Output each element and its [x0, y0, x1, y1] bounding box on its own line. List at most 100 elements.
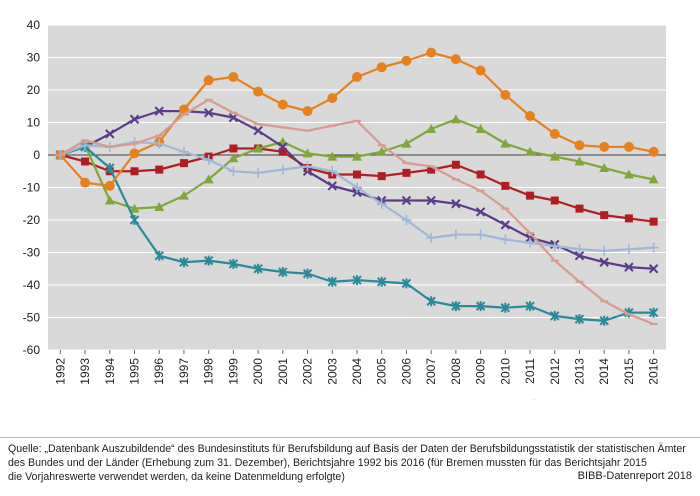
- data-point: [376, 62, 387, 73]
- data-point: [549, 241, 560, 251]
- data-point: [203, 75, 214, 86]
- y-tick-label: -60: [23, 343, 41, 357]
- series-6: [56, 98, 658, 326]
- data-point: [426, 124, 437, 133]
- data-point: [327, 276, 337, 287]
- data-point: [450, 54, 461, 65]
- data-point: [352, 72, 362, 82]
- data-point: [624, 214, 633, 223]
- source-note: Quelle: „Datenbank Auszubildende“ des Bu…: [8, 442, 686, 484]
- data-point: [599, 245, 610, 256]
- data-point: [253, 86, 264, 97]
- data-point: [130, 167, 139, 176]
- data-point: [155, 165, 164, 174]
- data-point: [501, 181, 510, 190]
- x-tick-label: 2001: [276, 358, 290, 385]
- data-point: [648, 242, 659, 253]
- data-point: [302, 268, 313, 279]
- legend-item: Handwerk: [365, 399, 468, 413]
- data-point: [154, 138, 165, 149]
- data-point: [500, 234, 511, 245]
- data-point: [550, 310, 560, 321]
- data-point: [426, 195, 436, 206]
- data-point: [327, 181, 337, 191]
- data-point: [401, 278, 412, 289]
- data-point: [178, 146, 189, 157]
- data-point: [277, 99, 288, 110]
- data-point: [154, 106, 164, 116]
- data-point: [599, 163, 610, 172]
- legend: Auszubildende insgesamt Industrie und Han…: [52, 399, 629, 430]
- data-point: [549, 151, 560, 161]
- data-point: [623, 141, 634, 152]
- legend-label: Industrie und Handel: [258, 399, 369, 400]
- x-tick-label: 2014: [597, 358, 611, 385]
- data-point: [648, 146, 659, 157]
- data-point: [104, 180, 115, 191]
- data-point: [600, 211, 609, 220]
- data-point: [253, 143, 264, 153]
- data-point: [129, 148, 140, 159]
- data-point: [302, 161, 313, 172]
- legend-label: Handwerk: [413, 399, 468, 400]
- data-point: [401, 215, 412, 225]
- y-tick-label: -10: [23, 181, 41, 195]
- data-point: [402, 168, 411, 177]
- data-point: [203, 174, 214, 184]
- data-point: [154, 250, 164, 261]
- footer-divider: [0, 437, 700, 438]
- data-point: [327, 93, 338, 104]
- data-point: [450, 229, 461, 240]
- data-point: [277, 164, 288, 175]
- data-point: [500, 220, 511, 230]
- data-point: [179, 159, 188, 168]
- legend-item: Auszubildende insgesamt: [52, 399, 237, 413]
- x-tick-label: 2015: [622, 358, 636, 385]
- data-point: [104, 195, 115, 205]
- data-point: [377, 172, 386, 181]
- x-tick-label: 2000: [251, 358, 265, 385]
- x-tick-label: 2011: [523, 358, 537, 384]
- data-point: [550, 196, 559, 205]
- data-point: [179, 257, 189, 268]
- x-tick-label: 2008: [449, 358, 463, 385]
- data-point: [624, 262, 634, 272]
- data-point: [500, 89, 511, 100]
- data-point: [525, 146, 536, 156]
- y-tick-label: -30: [23, 246, 41, 260]
- data-point: [278, 142, 288, 152]
- data-point: [129, 215, 140, 225]
- y-tick-label: 30: [27, 51, 41, 65]
- data-point: [229, 144, 238, 153]
- data-point: [376, 198, 387, 209]
- x-tick-label: 2007: [424, 358, 438, 385]
- data-point: [599, 141, 610, 152]
- data-point: [81, 157, 90, 166]
- y-tick-label: 40: [27, 18, 41, 32]
- data-point: [401, 55, 412, 66]
- data-point: [475, 65, 486, 76]
- data-point: [278, 267, 288, 277]
- data-point: [648, 264, 659, 274]
- data-point: [129, 203, 140, 213]
- x-axis-ticks: 1992 1993 1994 1995 1996 1997 1998 1999 2000 2001…: [53, 350, 661, 385]
- series-lines: [55, 47, 659, 326]
- source-line-2: des Bundes und der Länder (Erhebung zum …: [8, 457, 647, 469]
- y-tick-label: -40: [23, 278, 41, 292]
- x-tick-label: 2009: [474, 358, 488, 385]
- x-tick-label: 2012: [548, 358, 562, 385]
- data-point: [302, 148, 313, 158]
- x-tick-label: 2013: [572, 358, 586, 385]
- x-tick-label: 1992: [53, 358, 67, 385]
- data-point: [426, 296, 436, 307]
- data-point: [80, 140, 91, 151]
- data-point: [599, 257, 609, 267]
- data-point: [574, 156, 585, 166]
- data-point: [353, 170, 361, 179]
- y-tick-label: -20: [23, 213, 41, 227]
- data-point: [228, 153, 239, 163]
- data-point: [376, 146, 387, 156]
- data-point: [476, 170, 485, 179]
- series-3: [55, 141, 659, 326]
